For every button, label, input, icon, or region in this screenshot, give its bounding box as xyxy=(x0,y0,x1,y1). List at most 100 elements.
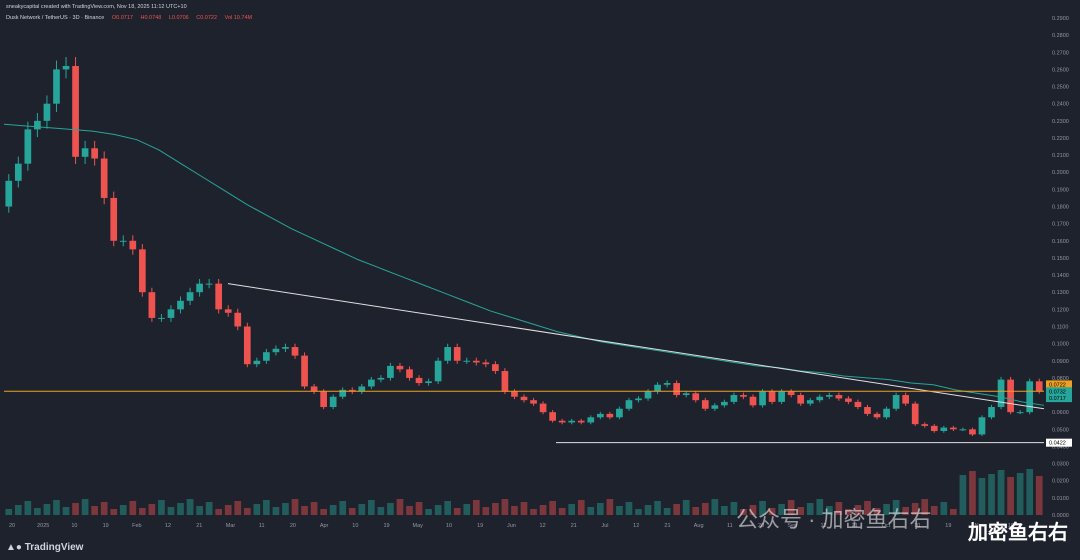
candle-body xyxy=(148,292,156,318)
candle-body xyxy=(377,377,385,380)
candle-body xyxy=(997,379,1005,408)
candle-body xyxy=(119,240,127,242)
y-tick-label: 0.2300 xyxy=(1052,119,1069,125)
volume-bar xyxy=(835,502,843,515)
y-tick-label: 0.1500 xyxy=(1052,256,1069,262)
candle-body xyxy=(14,163,22,181)
y-tick-label: 0.2600 xyxy=(1052,67,1069,73)
volume-bar xyxy=(797,507,805,515)
y-tick-label: 0.0000 xyxy=(1052,513,1069,519)
x-tick-label: 10 xyxy=(914,523,920,529)
candle-body xyxy=(453,347,461,361)
volume-bar xyxy=(558,508,566,515)
y-tick-label: 0.0100 xyxy=(1052,496,1069,502)
y-tick-label: 0.1100 xyxy=(1052,324,1068,330)
candle-body xyxy=(902,395,909,404)
x-tick-label: 2025 xyxy=(37,523,49,529)
volume-bar xyxy=(72,503,79,515)
candle-body xyxy=(91,148,98,159)
volume-bar xyxy=(892,500,900,515)
candle-body xyxy=(873,413,881,418)
candle-body xyxy=(205,283,213,285)
volume-bar xyxy=(577,500,585,515)
volume-bar xyxy=(406,506,413,515)
y-tick-label: 0.1800 xyxy=(1052,205,1069,211)
volume-bar xyxy=(472,500,480,515)
y-tick-label: 0.1000 xyxy=(1052,342,1069,348)
y-tick-label: 0.1400 xyxy=(1052,273,1069,279)
y-tick-label: 0.2900 xyxy=(1052,16,1069,22)
symbol-title: Dusk Network / TetherUS · 3D · Binance xyxy=(6,15,105,21)
candle-body xyxy=(988,407,995,418)
volume-bar xyxy=(110,509,118,515)
volume-bar xyxy=(940,502,948,515)
x-tick-label: 20 xyxy=(758,523,764,529)
candlestick-chart[interactable]: 0.0000 0.0100 0.0200 0.0300 0.0400 0.0500 0.06… xyxy=(0,0,1080,538)
volume-bar xyxy=(158,500,165,515)
chart-attribution: sneakycapital created with TradingView.c… xyxy=(6,4,187,10)
y-tick-label: 0.0800 xyxy=(1052,376,1069,382)
y-tick-label: 0.1300 xyxy=(1052,290,1069,296)
candle-body xyxy=(177,300,184,310)
volume-bar xyxy=(14,505,22,515)
volume-bar xyxy=(1007,477,1014,515)
candle-body xyxy=(320,391,327,408)
candle-body xyxy=(635,398,642,401)
candle-body xyxy=(358,386,366,392)
y-tick-label: 0.2500 xyxy=(1052,85,1069,91)
x-tick-label: 12 xyxy=(633,523,639,529)
volume-bar xyxy=(625,502,633,515)
x-tick-label: 20 xyxy=(290,523,296,529)
volume-bar xyxy=(463,504,471,515)
candle-body xyxy=(978,417,986,435)
candle-body xyxy=(864,407,871,414)
candle-body xyxy=(549,412,556,421)
volume-bar xyxy=(721,506,728,515)
candle-body xyxy=(43,103,51,121)
x-tick-label: 19 xyxy=(103,523,109,529)
x-tick-label: 21 xyxy=(664,523,670,529)
candle-body xyxy=(558,420,566,423)
volume-bar xyxy=(43,504,51,515)
y-tick-label: 0.2100 xyxy=(1052,153,1069,159)
volume-bar xyxy=(215,509,223,515)
chart-footer: ▲● TradingView xyxy=(0,538,1080,560)
volume-bar xyxy=(654,501,661,515)
resistance-trendline xyxy=(227,283,1045,410)
candle-body xyxy=(892,395,900,409)
candle-body xyxy=(501,371,509,392)
volume-bar xyxy=(434,505,442,515)
volume-bar xyxy=(282,503,289,515)
volume-bar xyxy=(1026,469,1034,515)
price-label-bg xyxy=(1046,394,1072,403)
y-tick-label: 0.0500 xyxy=(1052,427,1069,433)
candle-body xyxy=(749,396,757,406)
candle-body xyxy=(110,197,118,241)
candle-body xyxy=(234,312,242,327)
volume-bar xyxy=(911,503,919,515)
volume-bar xyxy=(616,506,623,515)
volume-bar xyxy=(921,499,929,515)
candle-body xyxy=(797,395,805,404)
candle-body xyxy=(167,309,175,318)
volume-bar xyxy=(91,506,98,515)
volume-bar xyxy=(177,503,184,515)
price-label-bg xyxy=(1046,438,1072,447)
x-tick-label: Aug xyxy=(694,523,704,529)
candle-body xyxy=(883,408,890,418)
wechat-watermark: 公众号 · 加密鱼右右 xyxy=(736,507,932,532)
volume-bar xyxy=(740,509,747,515)
candle-body xyxy=(329,396,337,408)
x-tick-label: 10 xyxy=(352,523,358,529)
candle-body xyxy=(759,391,766,406)
candle-body xyxy=(62,65,70,70)
volume-bar xyxy=(1035,476,1043,515)
candle-body xyxy=(53,69,60,104)
candle-body xyxy=(434,360,442,382)
y-tick-label: 0.1700 xyxy=(1052,222,1069,228)
x-tick-label: Jun xyxy=(507,523,516,529)
volume-bar xyxy=(768,508,776,515)
volume-bar xyxy=(864,501,871,515)
candle-body xyxy=(959,429,967,431)
